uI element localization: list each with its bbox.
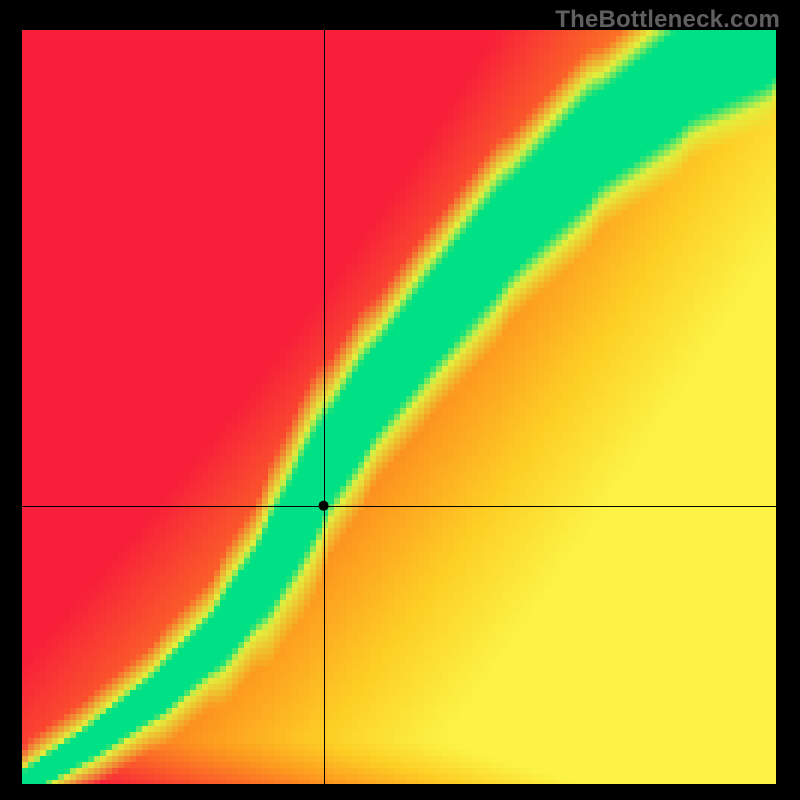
heatmap-plot bbox=[22, 30, 776, 784]
heatmap-canvas bbox=[22, 30, 776, 784]
watermark-text: TheBottleneck.com bbox=[555, 6, 780, 34]
chart-container: TheBottleneck.com bbox=[0, 0, 800, 800]
